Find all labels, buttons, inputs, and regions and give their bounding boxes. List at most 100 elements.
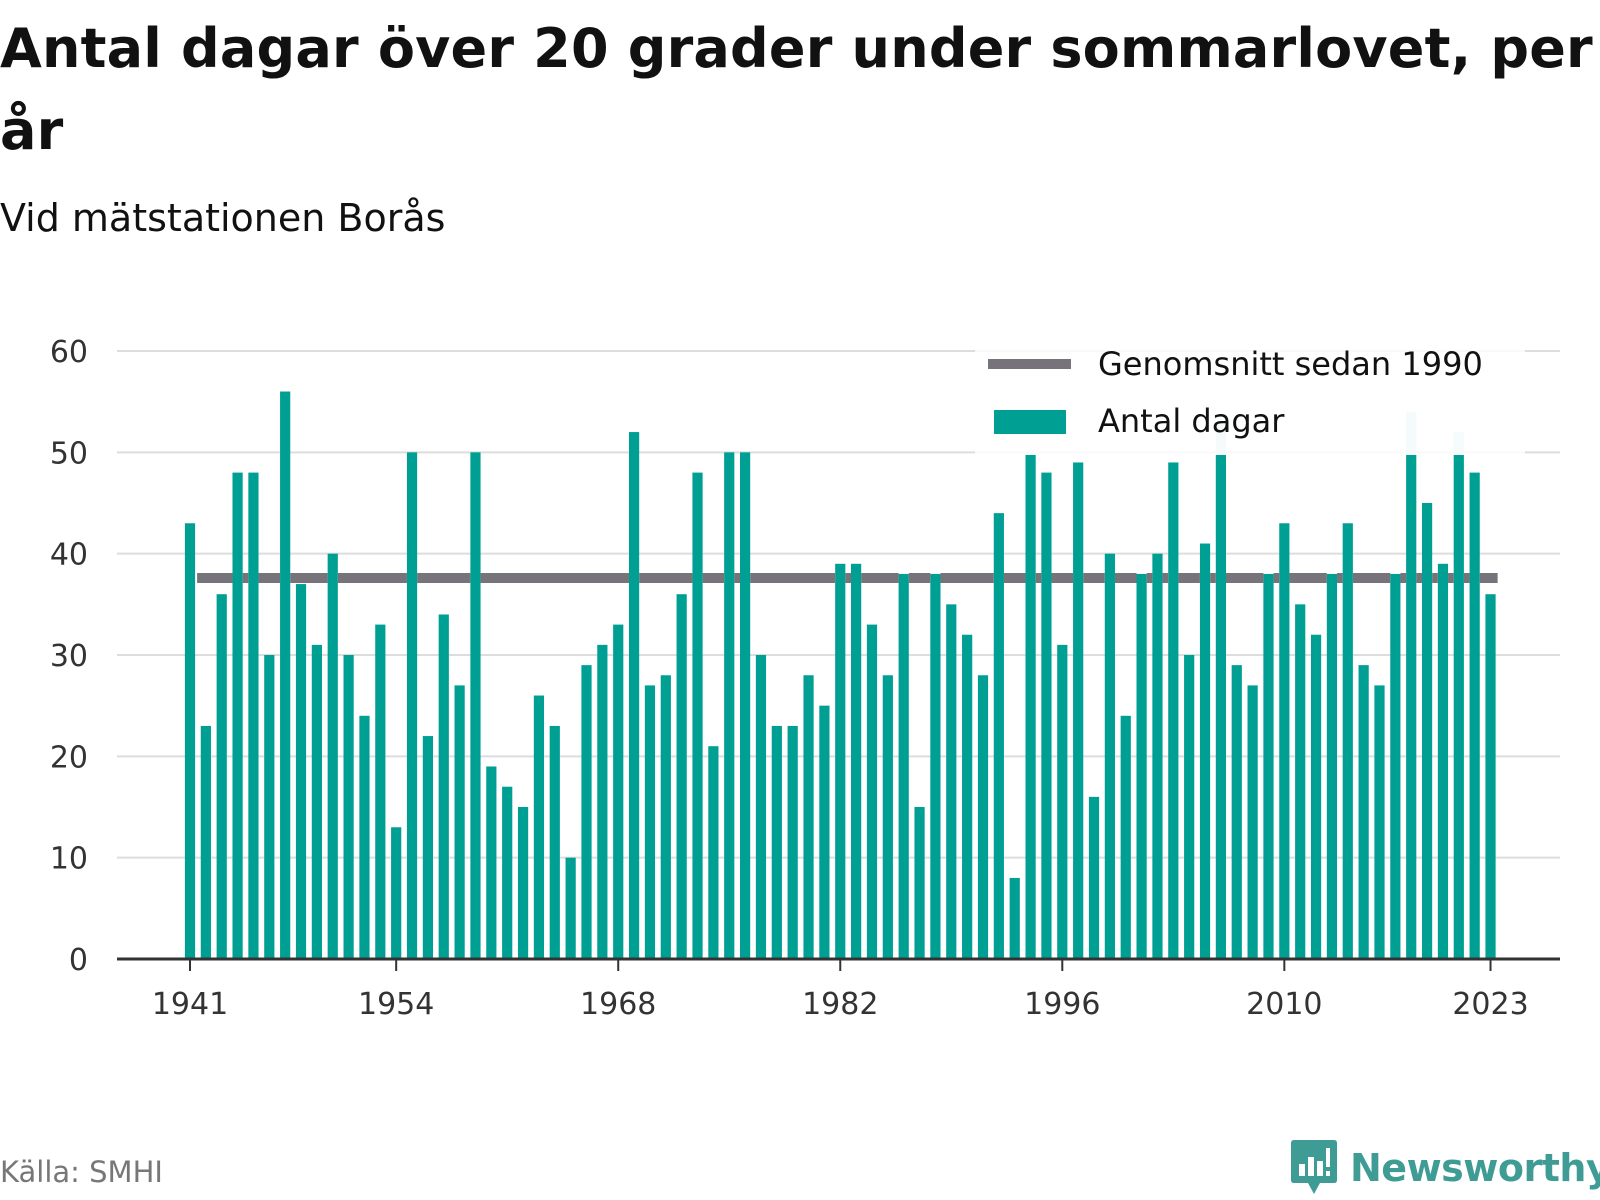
bar <box>1406 455 1417 959</box>
bar <box>787 725 798 959</box>
bar <box>882 675 893 959</box>
bar <box>1120 715 1131 959</box>
bar <box>851 563 862 959</box>
bar <box>1310 634 1322 959</box>
bar <box>1184 655 1195 959</box>
bar <box>454 685 465 959</box>
bar <box>1485 594 1496 959</box>
x-axis: 1941 1954 1968 1982 1996 2010 2023 <box>117 957 1560 1020</box>
chart-title: Antal dagar över 20 grader under sommarl… <box>0 17 1593 162</box>
bar <box>803 675 814 959</box>
bar <box>1009 877 1020 959</box>
bar <box>597 644 608 959</box>
legend-swatch-bars <box>994 410 1066 434</box>
bar <box>1437 563 1449 959</box>
bar <box>184 523 196 959</box>
bar <box>1025 455 1036 959</box>
bar <box>1168 462 1179 959</box>
x-tick-label: 1982 <box>802 987 878 1020</box>
brand-logo[interactable]: Newsworthy <box>1290 1138 1600 1198</box>
bar <box>708 746 719 959</box>
bar <box>200 725 211 959</box>
bar <box>613 624 624 959</box>
bar <box>565 857 576 959</box>
bar <box>216 594 227 959</box>
x-tick-label: 1941 <box>152 987 228 1020</box>
bar <box>740 452 751 959</box>
bar <box>549 725 560 959</box>
bar <box>1374 685 1385 959</box>
bar <box>311 644 322 959</box>
bar <box>1279 523 1290 959</box>
y-axis-labels: 0 10 20 30 40 50 60 <box>50 335 88 978</box>
y-tick-label: 50 <box>50 436 88 471</box>
newsworthy-chart-icon <box>1291 1140 1337 1194</box>
bar <box>819 705 830 959</box>
bar <box>375 624 386 959</box>
bar <box>930 573 941 959</box>
bar <box>1263 573 1274 959</box>
bar <box>676 594 687 959</box>
x-tick-label: 1968 <box>580 987 656 1020</box>
bar <box>1231 665 1242 959</box>
x-tick-label: 2023 <box>1452 987 1528 1020</box>
source-note: Källa: SMHI <box>0 1155 163 1189</box>
bar <box>232 472 243 959</box>
chart-subtitle: Vid mätstationen Borås <box>0 196 446 240</box>
bar <box>898 573 909 959</box>
bar <box>1104 553 1115 959</box>
bar <box>1041 472 1052 959</box>
bar <box>517 807 529 959</box>
legend-label-bars: Antal dagar <box>1098 402 1285 440</box>
y-tick-label: 0 <box>69 943 88 978</box>
bar <box>486 766 497 959</box>
bar <box>771 725 782 959</box>
y-tick-label: 10 <box>50 842 88 877</box>
bar <box>1469 472 1480 959</box>
bar <box>470 452 481 959</box>
bar <box>422 736 433 959</box>
bar <box>581 665 592 959</box>
bar <box>391 827 402 959</box>
bar <box>660 675 671 959</box>
bar <box>406 452 418 959</box>
bar <box>1136 573 1147 959</box>
brand-name: Newsworthy <box>1350 1146 1600 1190</box>
bar <box>962 634 973 959</box>
bar <box>502 786 513 959</box>
bar <box>533 695 545 959</box>
x-tick-label: 1996 <box>1024 987 1100 1020</box>
bar <box>1247 685 1258 959</box>
bar <box>1358 665 1369 959</box>
x-tick-label: 2010 <box>1246 987 1322 1020</box>
bar <box>327 553 338 959</box>
bar <box>1390 573 1401 959</box>
bar <box>755 655 767 959</box>
bar <box>946 604 957 959</box>
legend-label-average: Genomsnitt sedan 1990 <box>1098 345 1483 383</box>
bar-chart: 0 10 20 30 40 50 60 1941 1954 1968 1982 1996 2010 20… <box>50 335 1560 1020</box>
bar <box>1215 455 1226 959</box>
bar <box>248 472 259 959</box>
bar <box>628 432 640 959</box>
bar <box>914 807 925 959</box>
bar <box>1199 543 1211 959</box>
bar <box>835 563 846 959</box>
y-tick-label: 60 <box>50 335 88 370</box>
bar <box>692 472 703 959</box>
bar <box>359 715 370 959</box>
bar <box>993 513 1004 959</box>
bar <box>1073 462 1084 959</box>
bar <box>1326 573 1338 959</box>
bar <box>438 614 449 959</box>
y-tick-label: 20 <box>50 740 88 775</box>
bar <box>1295 604 1306 959</box>
bar <box>1421 503 1433 959</box>
y-tick-label: 30 <box>50 639 88 674</box>
legend: Genomsnitt sedan 1990 Antal dagar <box>975 340 1525 455</box>
y-tick-label: 40 <box>50 538 88 573</box>
bar <box>280 391 291 959</box>
bar <box>343 655 354 959</box>
bar <box>724 452 735 959</box>
bar <box>1088 796 1100 959</box>
